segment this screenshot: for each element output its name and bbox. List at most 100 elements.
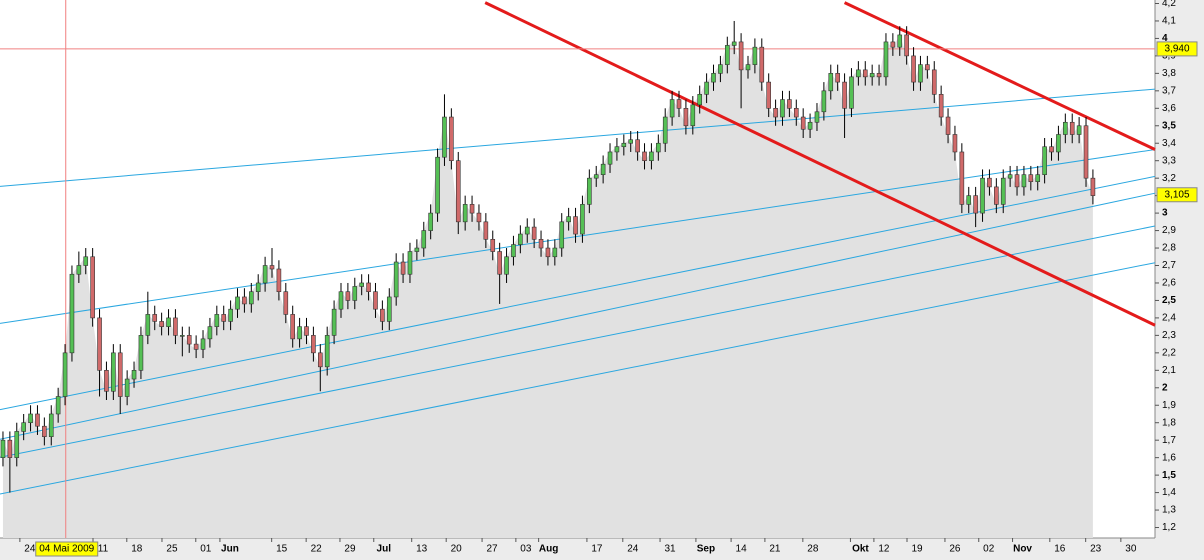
candle-body bbox=[290, 314, 295, 340]
candle-body bbox=[173, 317, 178, 336]
candle-body bbox=[642, 151, 647, 162]
candle-body bbox=[504, 256, 509, 275]
candle-body bbox=[759, 46, 765, 83]
candle-body bbox=[552, 247, 558, 258]
candle-body bbox=[669, 99, 675, 118]
x-tick-label: 15 bbox=[276, 544, 288, 555]
candle-body bbox=[483, 221, 489, 240]
candle-body bbox=[1049, 146, 1054, 153]
candle-body bbox=[221, 314, 227, 322]
candle-body bbox=[1069, 121, 1075, 135]
x-tick-label: 02 bbox=[983, 544, 995, 555]
candle-body bbox=[524, 226, 530, 235]
candle-body bbox=[317, 352, 323, 368]
close-area bbox=[2, 34, 1093, 539]
candle-body bbox=[152, 314, 158, 322]
y-tick-label: 2,5 bbox=[1162, 295, 1176, 306]
candle-body bbox=[21, 422, 26, 432]
x-tick-label: 20 bbox=[451, 544, 463, 555]
candle-body bbox=[904, 34, 909, 57]
candle-body bbox=[14, 431, 20, 458]
x-tick-label: 24 bbox=[24, 544, 36, 555]
x-tick-label: 26 bbox=[949, 544, 961, 555]
y-tick-label: 1,9 bbox=[1162, 400, 1176, 411]
candle-body bbox=[724, 45, 730, 65]
candle-body bbox=[656, 142, 661, 153]
x-tick-label: 17 bbox=[591, 544, 603, 555]
candle-body bbox=[262, 265, 268, 284]
candle-body bbox=[400, 261, 406, 275]
candle-body bbox=[1042, 146, 1047, 175]
candle-body bbox=[442, 116, 447, 158]
candle-body bbox=[304, 326, 309, 336]
candle-body bbox=[690, 104, 696, 127]
candle-body bbox=[1021, 174, 1027, 188]
candle-body bbox=[48, 413, 54, 437]
x-tick-label: Okt bbox=[852, 544, 869, 555]
trendline bbox=[0, 262, 1156, 495]
candle-body bbox=[814, 111, 820, 123]
x-axis-panel bbox=[0, 538, 1155, 560]
candle-body bbox=[55, 396, 61, 415]
candle-body bbox=[1035, 174, 1041, 182]
candle-body bbox=[35, 413, 40, 427]
candle-body bbox=[131, 370, 137, 380]
candle-body bbox=[869, 73, 875, 78]
candle-body bbox=[345, 291, 351, 301]
x-tick-label: Jun bbox=[221, 544, 239, 555]
y-tick-label: 2,3 bbox=[1162, 330, 1176, 341]
candle-body bbox=[566, 216, 571, 223]
candle-body bbox=[704, 81, 709, 95]
candle-body bbox=[676, 99, 682, 109]
candle-body bbox=[159, 321, 164, 327]
candle-body bbox=[745, 64, 751, 71]
candle-body bbox=[180, 335, 185, 337]
y-tick-label: 3 bbox=[1162, 208, 1168, 219]
candle-body bbox=[580, 204, 585, 235]
candle-body bbox=[994, 186, 999, 205]
candle-body bbox=[559, 221, 565, 249]
x-tick-label: 16 bbox=[1054, 544, 1066, 555]
x-tick-label: 22 bbox=[311, 544, 323, 555]
candle-body bbox=[752, 46, 758, 65]
candle-body bbox=[973, 195, 978, 214]
candle-body bbox=[7, 439, 13, 458]
candle-body bbox=[731, 41, 737, 46]
candle-body bbox=[545, 247, 551, 258]
candle-body bbox=[573, 216, 578, 235]
candle-body bbox=[228, 308, 233, 322]
x-tick-label: Jul bbox=[377, 544, 392, 555]
candle-body bbox=[373, 291, 378, 310]
candle-body bbox=[711, 73, 716, 83]
x-tick-label: 12 bbox=[878, 544, 890, 555]
candle-body bbox=[497, 251, 502, 275]
candle-body bbox=[931, 69, 937, 95]
area-layer bbox=[2, 34, 1093, 539]
candle-body bbox=[1076, 125, 1082, 135]
candle-body bbox=[587, 177, 592, 205]
y-tick-label: 4,1 bbox=[1162, 16, 1176, 27]
y-tick-label: 3,6 bbox=[1162, 103, 1176, 114]
y-tick-label: 1,2 bbox=[1162, 522, 1176, 533]
y-tick-label: 3,5 bbox=[1162, 120, 1176, 131]
candle-body bbox=[414, 247, 420, 252]
candle-body bbox=[0, 439, 6, 458]
x-tick-label: 27 bbox=[487, 544, 499, 555]
y-tick-label: 2,2 bbox=[1162, 347, 1176, 358]
candle-body bbox=[821, 90, 827, 113]
candle-body bbox=[255, 282, 261, 293]
candle-body bbox=[76, 265, 82, 275]
x-tick-label: 03 bbox=[520, 544, 532, 555]
candle-body bbox=[1007, 174, 1013, 179]
candle-body bbox=[97, 317, 102, 371]
candle-body bbox=[380, 308, 385, 322]
candle-body bbox=[283, 291, 289, 315]
candle-body bbox=[311, 335, 316, 354]
candle-body bbox=[800, 116, 806, 130]
y-tick-label: 2,8 bbox=[1162, 243, 1176, 254]
candle-body bbox=[469, 204, 475, 214]
y-tick-label: 2,9 bbox=[1162, 225, 1176, 236]
candle-body bbox=[276, 268, 282, 293]
candle-body bbox=[490, 239, 496, 252]
candle-body bbox=[166, 317, 171, 327]
